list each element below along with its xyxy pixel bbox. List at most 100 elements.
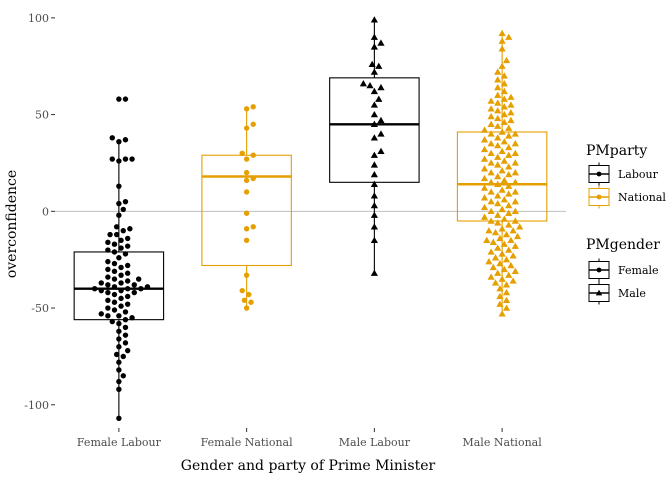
data-point bbox=[124, 262, 131, 269]
data-point bbox=[505, 182, 513, 189]
data-point bbox=[116, 138, 122, 145]
data-point bbox=[498, 186, 506, 193]
data-point bbox=[370, 192, 378, 199]
data-point bbox=[111, 307, 118, 313]
data-point bbox=[507, 236, 515, 244]
data-point bbox=[496, 300, 504, 307]
data-point bbox=[243, 210, 250, 216]
data-point bbox=[241, 297, 248, 304]
data-point bbox=[116, 212, 122, 218]
data-point bbox=[124, 243, 131, 249]
data-point bbox=[498, 62, 506, 69]
data-point bbox=[370, 120, 378, 127]
data-point bbox=[239, 287, 245, 294]
data-point bbox=[496, 285, 504, 292]
data-point bbox=[505, 163, 513, 170]
data-point bbox=[243, 226, 250, 232]
data-point bbox=[116, 336, 122, 342]
data-point bbox=[505, 33, 513, 40]
data-point bbox=[500, 240, 508, 247]
data-point bbox=[480, 145, 489, 153]
data-point bbox=[122, 198, 129, 205]
data-point bbox=[377, 83, 385, 91]
data-point bbox=[370, 33, 378, 40]
data-point bbox=[511, 267, 519, 274]
data-point bbox=[494, 114, 502, 122]
data-point bbox=[494, 134, 502, 141]
data-point bbox=[480, 126, 489, 133]
data-point bbox=[496, 234, 504, 242]
data-point bbox=[116, 200, 122, 207]
data-point bbox=[502, 304, 511, 311]
data-point bbox=[505, 124, 513, 131]
data-point bbox=[124, 301, 131, 307]
data-point bbox=[485, 258, 493, 265]
data-point bbox=[480, 213, 489, 220]
data-point bbox=[243, 305, 250, 311]
legend-party-key bbox=[588, 185, 610, 209]
legend-party-label: Labour bbox=[618, 168, 659, 181]
data-point bbox=[122, 332, 129, 338]
data-point bbox=[118, 287, 124, 294]
data-point bbox=[502, 56, 511, 64]
data-point bbox=[370, 16, 378, 23]
data-point bbox=[122, 251, 129, 257]
data-point bbox=[509, 252, 517, 259]
data-point bbox=[243, 106, 250, 112]
data-point bbox=[131, 282, 137, 288]
data-point bbox=[375, 95, 383, 102]
data-point bbox=[113, 231, 120, 238]
data-point bbox=[480, 165, 489, 172]
data-point bbox=[124, 278, 131, 284]
data-point bbox=[243, 169, 250, 176]
data-point bbox=[370, 236, 378, 244]
x-tick-label: Female Labour bbox=[77, 436, 162, 449]
data-point bbox=[483, 236, 491, 244]
data-point bbox=[122, 96, 129, 102]
data-point bbox=[111, 284, 118, 290]
data-point bbox=[116, 158, 122, 164]
data-point bbox=[502, 256, 511, 263]
data-point bbox=[105, 313, 111, 319]
data-point bbox=[500, 110, 508, 118]
data-point bbox=[120, 206, 126, 213]
legend-gender-label: Female bbox=[618, 264, 659, 277]
data-point bbox=[498, 45, 506, 52]
x-tick-label: Female National bbox=[201, 436, 293, 449]
data-point bbox=[500, 196, 508, 203]
data-point bbox=[118, 280, 124, 286]
legend-party-key bbox=[588, 162, 610, 186]
data-point bbox=[129, 315, 135, 321]
data-point bbox=[111, 241, 118, 247]
data-point bbox=[370, 269, 378, 276]
data-point bbox=[124, 347, 131, 354]
data-point bbox=[511, 178, 519, 186]
data-point bbox=[494, 199, 502, 207]
x-tick-label: Male Labour bbox=[339, 436, 411, 449]
data-point bbox=[113, 224, 120, 230]
legend-gender-label: Male bbox=[618, 287, 646, 300]
box-group bbox=[201, 106, 292, 309]
data-point bbox=[105, 297, 111, 304]
data-point bbox=[487, 112, 495, 120]
data-point bbox=[105, 239, 111, 245]
data-point bbox=[480, 136, 489, 143]
data-point bbox=[370, 110, 378, 118]
data-point bbox=[500, 265, 508, 273]
data-point bbox=[505, 271, 513, 278]
data-point bbox=[511, 169, 519, 176]
data-point bbox=[370, 223, 378, 230]
data-point bbox=[498, 37, 506, 44]
data-point bbox=[511, 130, 519, 137]
data-point bbox=[516, 223, 524, 230]
data-point bbox=[487, 169, 495, 176]
data-point bbox=[505, 190, 513, 197]
data-point bbox=[511, 188, 519, 195]
data-point bbox=[124, 235, 131, 242]
data-point bbox=[105, 258, 111, 265]
data-point bbox=[105, 305, 111, 311]
data-point bbox=[243, 237, 250, 244]
data-point bbox=[113, 351, 120, 358]
data-point bbox=[494, 192, 502, 199]
data-point bbox=[494, 153, 502, 160]
